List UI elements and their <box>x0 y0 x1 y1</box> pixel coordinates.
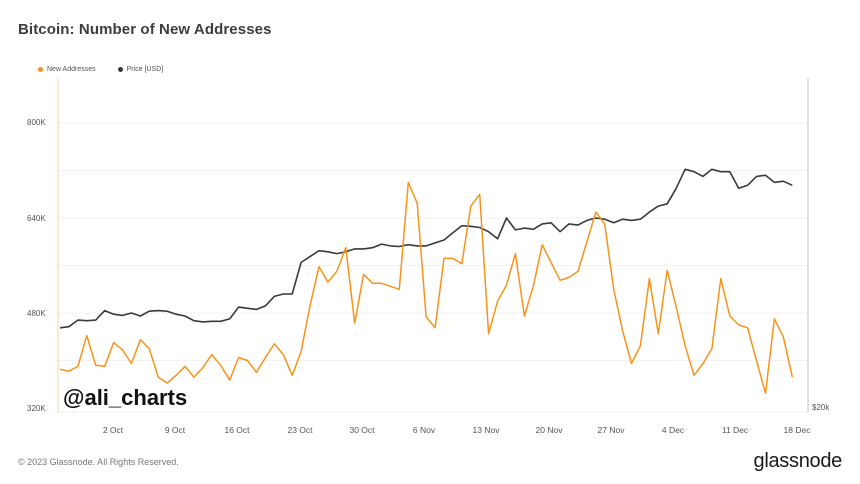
x-tick: 23 Oct <box>287 425 313 435</box>
price-line <box>59 168 793 329</box>
legend-item-new-addresses[interactable]: New Addresses <box>38 66 96 73</box>
legend-label: New Addresses <box>47 66 96 73</box>
x-tick: 4 Dec <box>661 425 685 435</box>
orange-dot-icon <box>38 67 43 72</box>
x-tick: 9 Oct <box>164 425 186 435</box>
x-tick: 16 Oct <box>224 425 250 435</box>
watermark: @ali_charts <box>60 385 191 411</box>
y-right-tick: $20k <box>812 403 830 412</box>
x-tick: 6 Nov <box>412 425 436 435</box>
copyright-text: © 2023 Glassnode. All Rights Reserved. <box>18 457 179 467</box>
x-tick: 11 Dec <box>721 425 749 435</box>
legend-label: Price [USD] <box>126 66 164 73</box>
chart-title: Bitcoin: Number of New Addresses <box>18 21 272 38</box>
gridlines <box>58 122 808 361</box>
y-tick: 800K <box>27 118 46 127</box>
y-tick: 480K <box>27 309 46 318</box>
legend: New Addresses Price [USD] <box>38 66 163 73</box>
y-tick: 640K <box>27 214 46 223</box>
dark-dot-icon <box>117 67 123 72</box>
x-tick: 27 Nov <box>597 425 625 435</box>
x-tick: 18 Dec <box>783 425 811 435</box>
x-tick: 30 Oct <box>349 425 375 435</box>
new-addresses-line <box>59 181 794 394</box>
y-tick: 320K <box>27 404 46 413</box>
x-tick: 13 Nov <box>472 425 500 435</box>
legend-item-price[interactable]: Price [USD] <box>117 66 164 73</box>
x-tick: 20 Nov <box>535 425 563 435</box>
x-tick: 2 Oct <box>102 425 124 435</box>
glassnode-logo: glassnode <box>753 450 843 472</box>
